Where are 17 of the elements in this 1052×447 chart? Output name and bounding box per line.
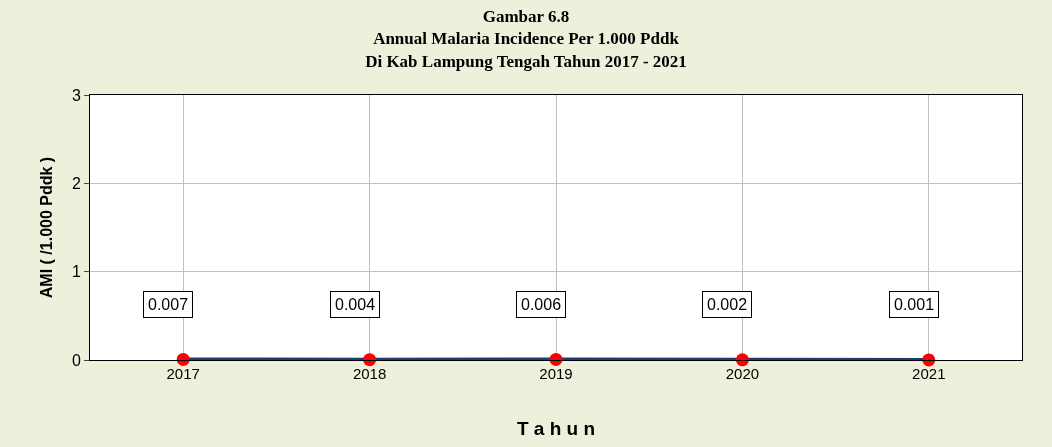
x-tick-label: 2019 [539, 365, 573, 382]
x-tick-label: 2020 [725, 365, 760, 382]
y-tick-label: 2 [71, 174, 81, 192]
x-axis-title: T a h u n [516, 417, 596, 439]
x-tick-label: 2021 [912, 365, 946, 382]
data-label: 0.004 [335, 296, 376, 313]
y-tick-label: 0 [71, 351, 81, 369]
data-label: 0.001 [894, 296, 935, 313]
x-tick-label: 2018 [352, 365, 387, 382]
y-axis-title: AMI ( /1.000 Pddk ) [37, 156, 55, 299]
data-label: 0.007 [148, 296, 189, 313]
x-tick-label: 2017 [166, 365, 200, 382]
y-tick-label: 3 [71, 86, 81, 104]
y-tick-label: 1 [71, 263, 81, 281]
data-label: 0.006 [521, 296, 562, 313]
chart-title: Gambar 6.8 Annual Malaria Incidence Per 1.000 Pddk Di Kab Lampung Tengah Tahun 2017 - 2021 [365, 7, 687, 71]
data-label: 0.002 [707, 296, 748, 313]
